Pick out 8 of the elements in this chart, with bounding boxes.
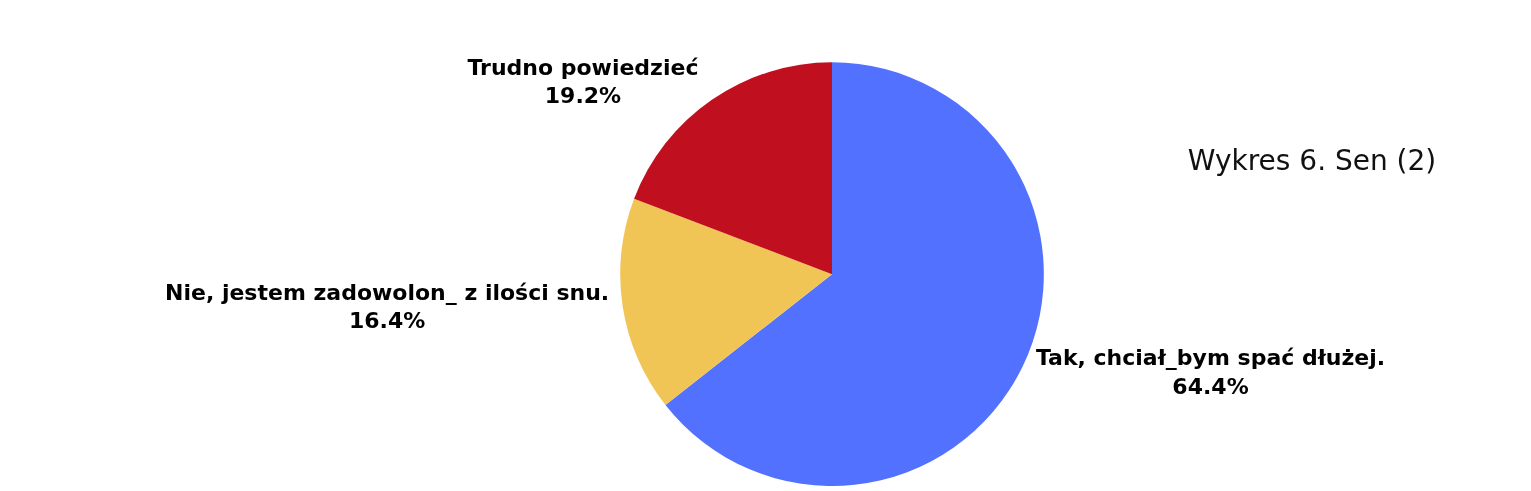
slice-label: Trudno powiedzieć	[467, 54, 699, 80]
text: Wykres 6. Sen (2)	[1187, 143, 1437, 177]
data-label: 64.4%	[1172, 373, 1249, 399]
slice-label: Tak, chciał_bym spać dłużej.	[1035, 345, 1386, 371]
data-label: 16.4%	[348, 308, 426, 334]
slice-label: Nie, jestem zadowolon_ z ilości snu.	[165, 279, 610, 305]
data-label: 19.2%	[544, 83, 622, 109]
pie-slice	[620, 198, 832, 406]
